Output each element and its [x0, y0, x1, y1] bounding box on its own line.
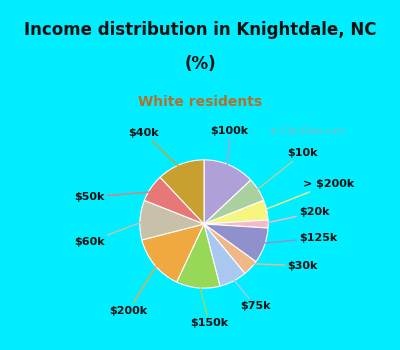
Text: $50k: $50k: [74, 192, 154, 202]
Wedge shape: [177, 224, 220, 288]
Wedge shape: [160, 160, 204, 224]
Text: $200k: $200k: [110, 263, 158, 316]
Text: $30k: $30k: [249, 261, 318, 271]
Wedge shape: [204, 224, 268, 262]
Text: $40k: $40k: [128, 128, 181, 168]
Text: $60k: $60k: [74, 221, 144, 247]
Wedge shape: [140, 201, 204, 240]
Text: (%): (%): [184, 55, 216, 72]
Text: Income distribution in Knightdale, NC: Income distribution in Knightdale, NC: [24, 21, 376, 39]
Text: $20k: $20k: [264, 208, 330, 223]
Wedge shape: [144, 177, 204, 224]
Text: $150k: $150k: [190, 284, 228, 328]
Wedge shape: [204, 180, 264, 224]
Wedge shape: [204, 220, 268, 228]
Text: > $200k: > $200k: [263, 179, 355, 210]
Text: White residents: White residents: [138, 94, 262, 108]
Wedge shape: [204, 224, 256, 273]
Wedge shape: [142, 224, 204, 282]
Text: ⚙ City-Data.com: ⚙ City-Data.com: [270, 127, 345, 136]
Text: $100k: $100k: [211, 126, 249, 168]
Text: $10k: $10k: [255, 148, 318, 191]
Text: $75k: $75k: [232, 278, 270, 311]
Wedge shape: [204, 224, 245, 286]
Wedge shape: [204, 201, 268, 224]
Wedge shape: [204, 160, 251, 224]
Text: $125k: $125k: [261, 233, 337, 243]
